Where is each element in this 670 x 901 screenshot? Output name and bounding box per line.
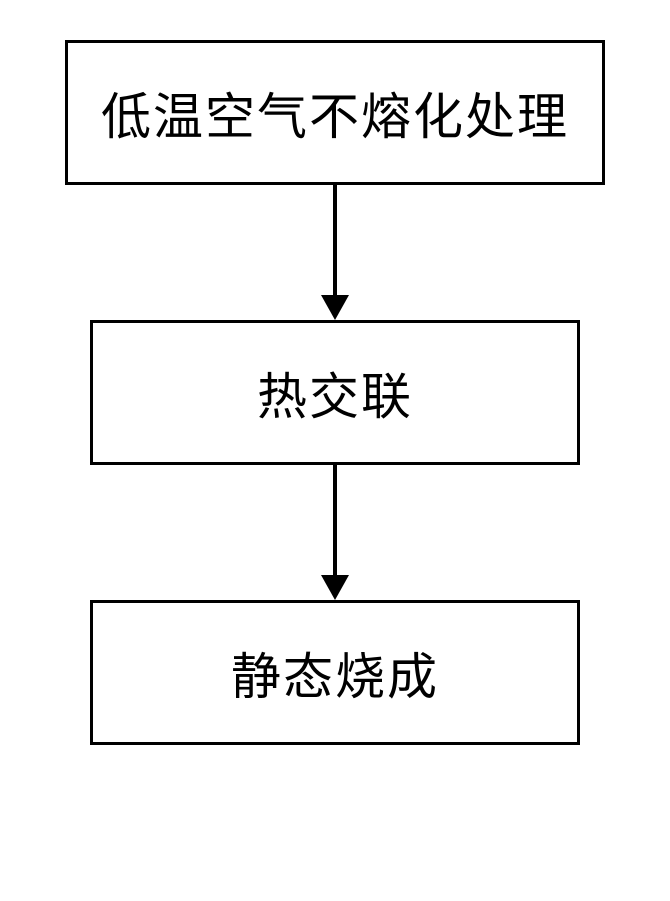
arrow-2 — [321, 465, 349, 600]
arrow-line-icon — [333, 185, 337, 295]
step-2-label: 热交联 — [257, 357, 413, 429]
step-1-label: 低温空气不熔化处理 — [101, 77, 569, 149]
step-3-label: 静态烧成 — [231, 637, 439, 709]
arrow-line-icon — [333, 465, 337, 575]
flowchart-step-1: 低温空气不熔化处理 — [65, 40, 605, 185]
flowchart-step-2: 热交联 — [90, 320, 580, 465]
arrow-head-icon — [321, 575, 349, 600]
flowchart-container: 低温空气不熔化处理 热交联 静态烧成 — [65, 40, 605, 745]
arrow-1 — [321, 185, 349, 320]
flowchart-step-3: 静态烧成 — [90, 600, 580, 745]
arrow-head-icon — [321, 295, 349, 320]
